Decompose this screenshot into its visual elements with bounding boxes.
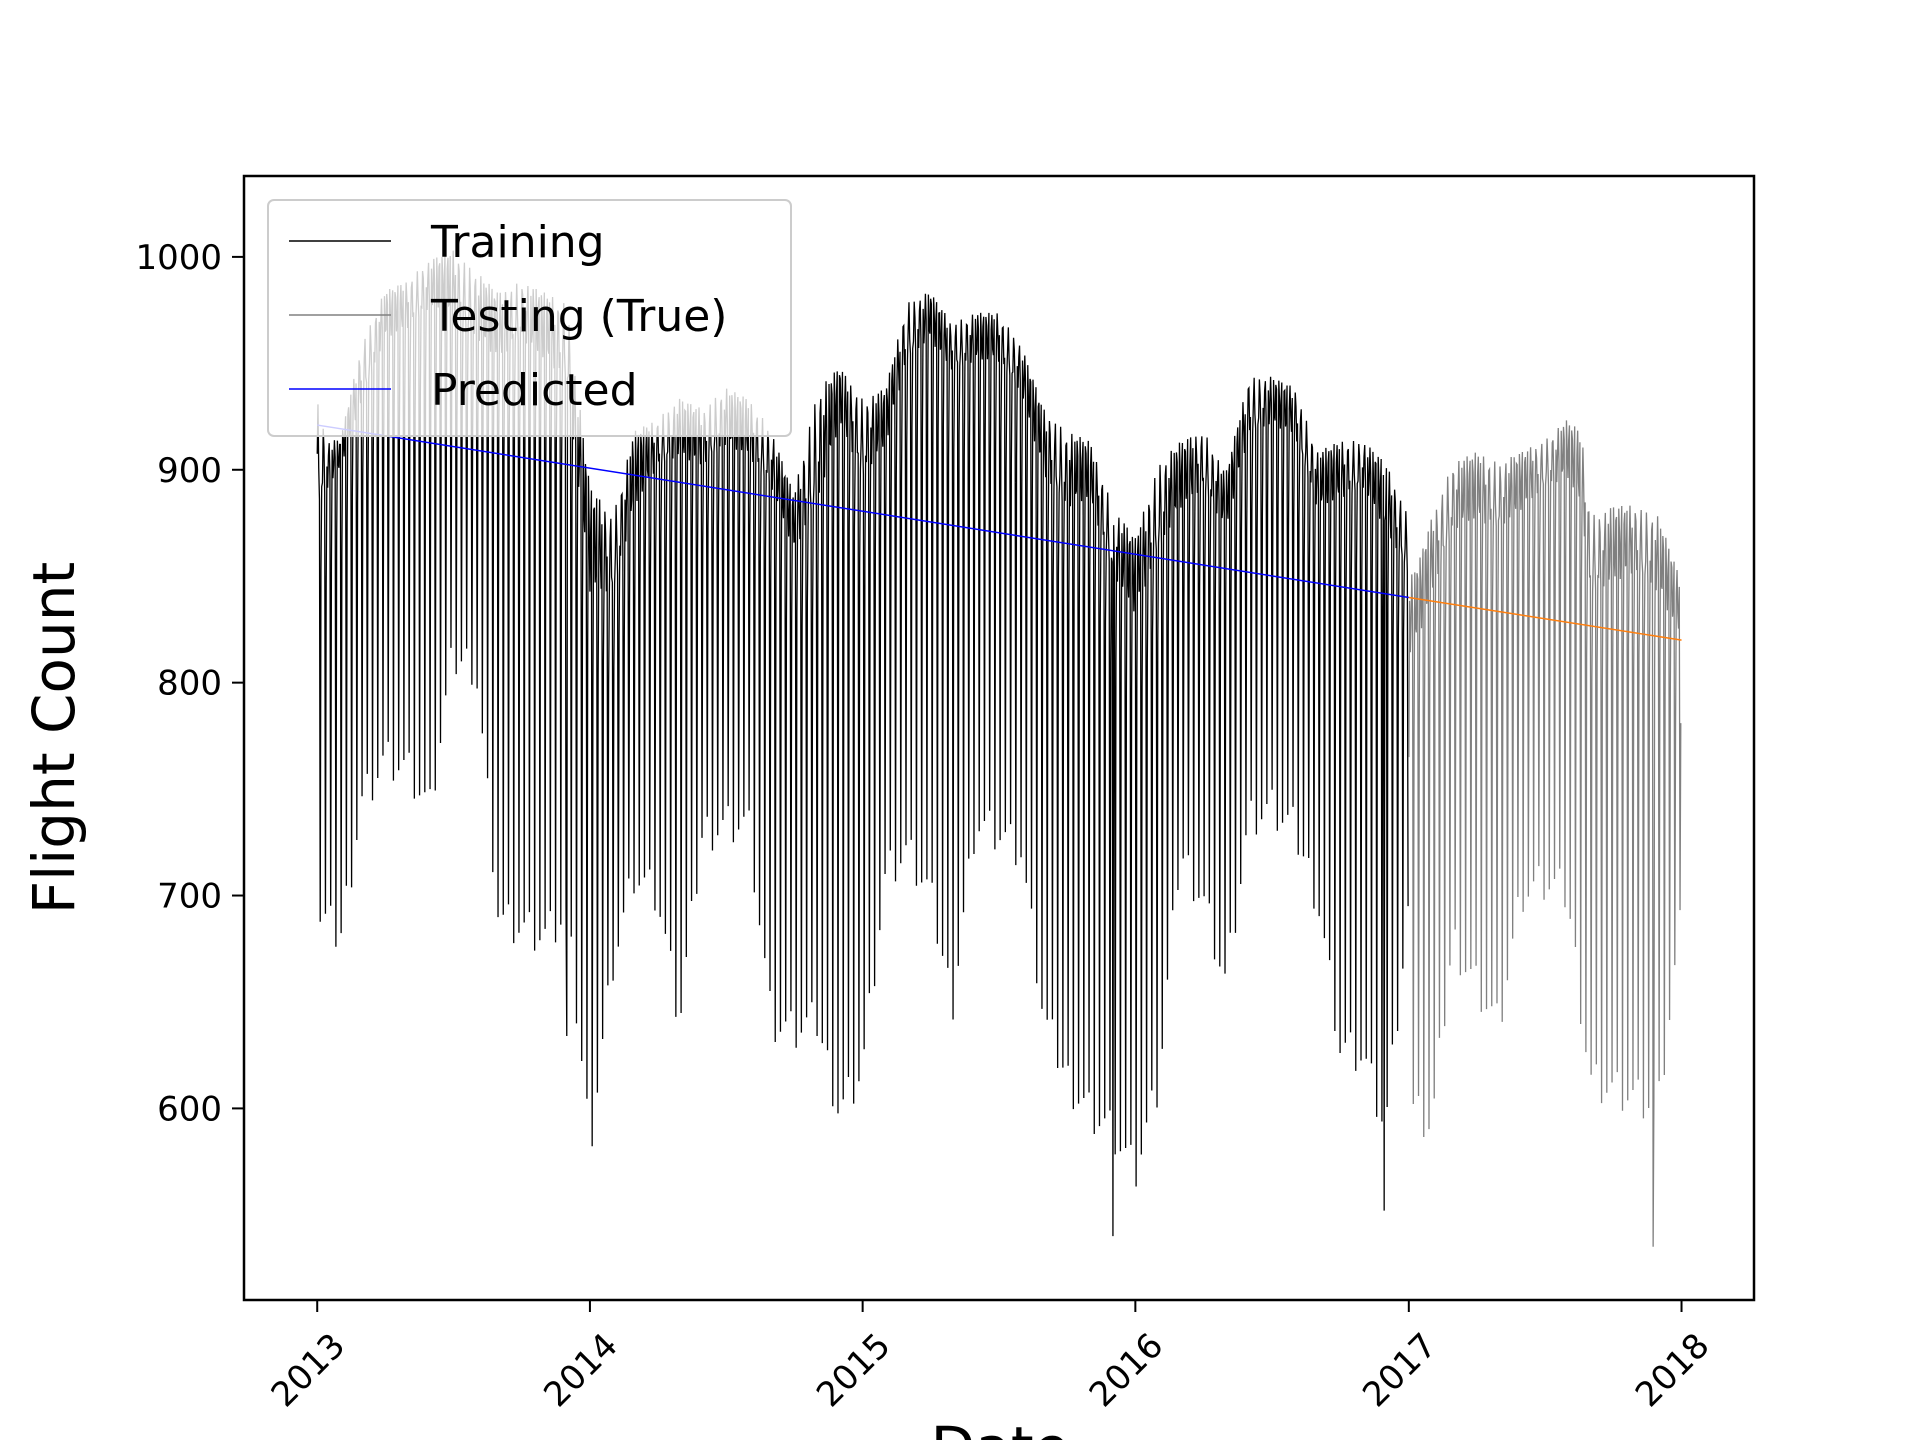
legend-label-predicted: Predicted — [431, 365, 638, 416]
axes-frame — [242, 174, 1756, 1302]
y-tick-label: 900 — [157, 451, 222, 491]
y-tick-label: 1000 — [135, 238, 222, 278]
series-line-testing — [1408, 420, 1682, 1247]
legend-label-testing: Testing (True) — [430, 291, 727, 342]
series-line-predicted — [317, 424, 1409, 599]
y-tick-label: 800 — [157, 664, 222, 704]
legend-frame — [267, 199, 792, 437]
y-axis-label: Flight Count — [20, 562, 88, 915]
series-line-forecast — [1408, 596, 1682, 641]
legend: Training Testing (True) Predicted — [267, 199, 792, 437]
y-tick-label: 600 — [157, 1089, 222, 1129]
y-tick-label: 700 — [157, 877, 222, 917]
y-axis: 600 700 800 900 1000 — [135, 238, 244, 1129]
legend-label-training: Training — [430, 217, 605, 268]
x-axis-label: Date — [931, 1414, 1070, 1440]
